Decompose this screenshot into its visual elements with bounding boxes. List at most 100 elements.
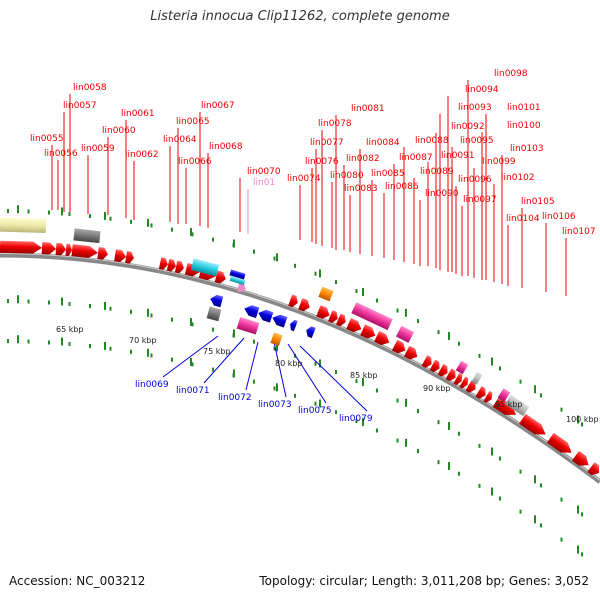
scale-tick-inner: [581, 512, 583, 517]
scale-tick-scale: [335, 410, 337, 415]
scale-tick-inner: [314, 361, 317, 366]
gene-label: lin0062: [125, 150, 159, 160]
gene-label: lin0059: [81, 144, 115, 154]
major-tick: [405, 398, 407, 407]
forward-gene-arrow: [483, 390, 493, 403]
major-tick: [17, 335, 19, 344]
label-leader-line: [299, 345, 368, 412]
gene-label: lin0085: [371, 169, 405, 179]
major-tick: [491, 447, 493, 456]
orange-feature-box: [318, 286, 334, 302]
scale-tick-scale: [27, 339, 30, 344]
gene-label: lin0096: [458, 175, 492, 185]
scale-tick-outer: [355, 289, 358, 294]
gene-label: lin0080: [330, 171, 364, 181]
pink-feature-box: [396, 325, 414, 343]
major-tick: [319, 269, 321, 278]
scale-tick-outer: [437, 330, 440, 335]
scale-tick-scale: [68, 342, 71, 347]
forward-gene-arrow: [374, 330, 390, 346]
gene-label: lin0074: [287, 174, 321, 184]
scale-tick-scale: [396, 438, 399, 443]
major-tick: [448, 462, 450, 471]
forward-gene-arrow: [492, 396, 517, 415]
gene-label: lin0104: [506, 214, 540, 224]
map-title: Listeria innocua Clip11262, complete gen…: [150, 9, 450, 24]
scale-tick-scale: [253, 379, 255, 384]
scale-label: 90 kbp: [423, 384, 451, 393]
gene-label: lin0099: [482, 157, 516, 167]
scale-tick-inner: [396, 398, 399, 403]
gene-label: lin0060: [102, 126, 136, 136]
gene-label: lin0102: [501, 173, 535, 183]
label-leader-line: [203, 337, 245, 384]
gene-label: lin0065: [176, 117, 210, 127]
scale-tick-outer: [417, 319, 419, 324]
reverse-gene-arrow: [306, 326, 316, 339]
gene-label: lin0093: [458, 103, 492, 113]
forward-gene-arrow: [587, 462, 600, 476]
major-tick: [448, 422, 450, 431]
cyan-feature-box: [229, 275, 246, 286]
scale-tick-outer: [7, 209, 9, 214]
scale-tick-inner: [417, 409, 419, 414]
scale-tick-scale: [499, 496, 501, 501]
pink-feature-box: [497, 388, 511, 402]
major-tick: [104, 301, 106, 310]
forward-gene-arrow: [125, 251, 134, 264]
major-tick: [17, 295, 19, 304]
major-tick: [405, 308, 407, 317]
forward-gene-arrow: [114, 249, 126, 263]
reverse-gene-arrow: [210, 294, 224, 308]
scale-tick-scale: [458, 471, 460, 476]
forward-gene-arrow: [327, 310, 338, 323]
scale-tick-inner: [458, 431, 460, 436]
scale-tick-inner: [191, 322, 194, 327]
scale-tick-outer: [150, 223, 153, 228]
forward-gene-arrow: [214, 270, 226, 284]
major-tick: [190, 357, 192, 366]
pink-feature-box: [236, 317, 260, 335]
major-tick: [104, 211, 106, 220]
forward-gene-arrow: [360, 324, 376, 339]
major-tick: [276, 383, 278, 392]
major-tick: [147, 218, 149, 227]
forward-gene-arrow: [465, 380, 476, 393]
forward-gene-arrow: [421, 355, 432, 368]
reverse-gene-arrow: [290, 319, 298, 332]
scale-label: 65 kbp: [56, 325, 84, 334]
genome-backbone: [0, 252, 600, 484]
gene-label: lin0057: [63, 101, 97, 111]
scale-label: 80 kbp: [275, 359, 303, 368]
gene-label: lin0072: [218, 393, 252, 403]
gene-label: lin0078: [318, 119, 352, 129]
gene-label: lin0106: [542, 212, 576, 222]
major-tick: [491, 487, 493, 496]
reverse-gene-arrow: [272, 314, 288, 328]
major-tick: [362, 378, 364, 387]
scale-tick-outer: [273, 256, 276, 261]
gene-label: lin0098: [494, 69, 528, 79]
scale-tick-scale: [417, 449, 419, 454]
forward-gene-arrow: [519, 413, 546, 435]
scale-tick-scale: [355, 419, 358, 424]
gene-label: lin0068: [209, 142, 243, 152]
scale-tick-outer: [130, 219, 132, 224]
gene-label: lin0075: [298, 406, 332, 416]
major-tick: [448, 332, 450, 341]
feature-layer: [0, 217, 600, 476]
forward-gene-arrow: [437, 364, 448, 377]
blue-feature-box: [229, 269, 246, 280]
pink-feature-box: [351, 302, 393, 331]
gene-label: lin0107: [562, 227, 596, 237]
major-tick: [104, 341, 106, 350]
forward-gene-arrow: [403, 345, 418, 360]
reverse-gene-arrow: [258, 309, 274, 323]
gene-label: lin0055: [30, 134, 64, 144]
major-tick: [147, 308, 149, 317]
gene-label: lin0067: [201, 101, 235, 111]
gene-label: lin0076: [305, 157, 339, 167]
gene-label: lin0087: [399, 153, 433, 163]
major-tick: [362, 418, 364, 427]
scale-tick-scale: [519, 509, 522, 514]
